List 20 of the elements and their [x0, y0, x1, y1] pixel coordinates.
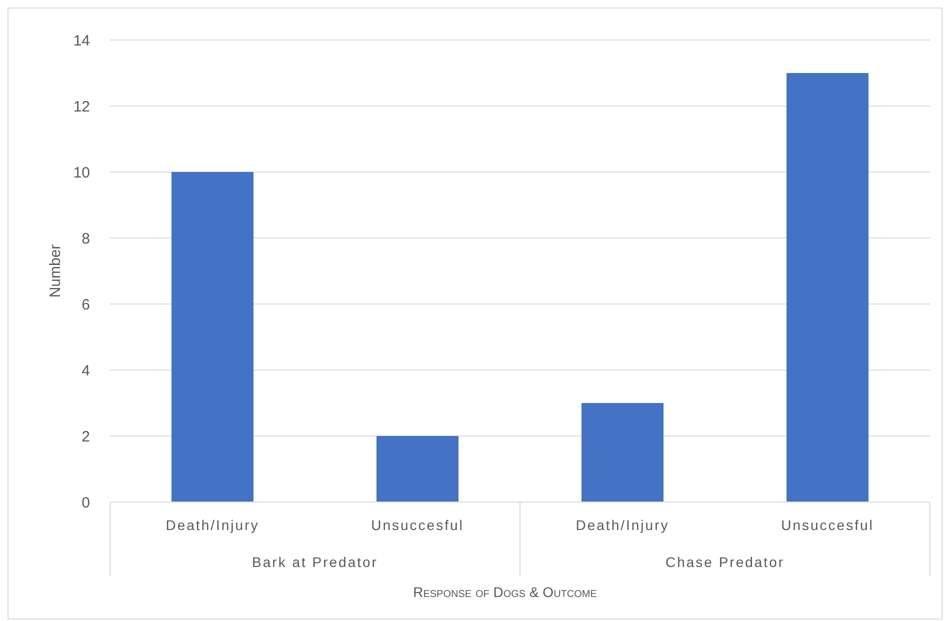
y-tick-label: 2: [82, 428, 90, 446]
x-tick-label: Death/Injury: [166, 517, 260, 533]
y-tick-label: 8: [82, 230, 90, 248]
y-axis-title: Number: [47, 244, 64, 298]
x-tick-label: Unsuccesful: [371, 517, 464, 533]
bar: [582, 403, 664, 502]
y-tick-label: 6: [82, 296, 90, 314]
text: Chase Predator: [665, 554, 785, 570]
bar: [172, 172, 254, 502]
x-tick-label: Unsuccesful: [781, 517, 874, 533]
y-tick-label: 0: [82, 494, 90, 512]
x-axis-title: Response of Dogs & Outcome: [413, 584, 598, 600]
text: Bark at Predator: [252, 554, 378, 570]
y-tick-label: 10: [73, 164, 90, 182]
bar: [786, 73, 868, 502]
y-tick-label: 12: [73, 98, 90, 116]
y-tick-label: 14: [73, 32, 90, 50]
x-tick-label: Death/Injury: [576, 517, 670, 533]
bar: [376, 436, 458, 502]
y-tick-label: 4: [82, 362, 90, 380]
